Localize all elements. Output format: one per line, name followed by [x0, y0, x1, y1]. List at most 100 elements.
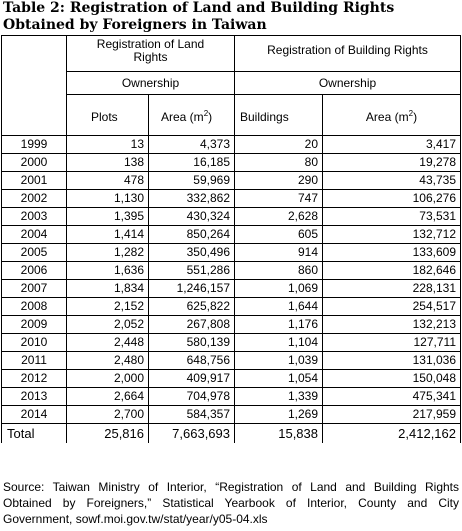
- row-building-area: 43,735: [322, 171, 461, 190]
- row-land-area: 648,756: [148, 351, 235, 370]
- row-plots: 2,700: [66, 405, 149, 424]
- row-buildings: 1,054: [234, 369, 323, 388]
- row-building-area: 228,131: [322, 279, 461, 298]
- row-buildings: 80: [234, 153, 323, 172]
- row-plots: 1,130: [66, 189, 149, 208]
- row-building-area: 254,517: [322, 297, 461, 316]
- row-land-area: 350,496: [148, 243, 235, 262]
- land-rights-header: Registration of Land Rights: [66, 35, 235, 72]
- row-year: 2006: [1, 261, 67, 280]
- group-header-row: Registration of Land Rights Registration…: [1, 35, 461, 136]
- row-year: 2004: [1, 225, 67, 244]
- row-buildings: 860: [234, 261, 323, 280]
- total-plots: 25,816: [66, 423, 149, 443]
- total-label: Total: [1, 423, 67, 443]
- row-year: 2003: [1, 207, 67, 226]
- row-year: 2007: [1, 279, 67, 298]
- building-ownership-header: Ownership: [234, 71, 461, 95]
- row-buildings: 1,269: [234, 405, 323, 424]
- row-building-area: 150,048: [322, 369, 461, 388]
- row-buildings: 605: [234, 225, 323, 244]
- row-land-area: 625,822: [148, 297, 235, 316]
- total-land-area: 7,663,693: [148, 423, 235, 443]
- row-land-area: 16,185: [148, 153, 235, 172]
- table-row: 2007 1,834 1,246,157 1,069 228,131: [1, 279, 461, 298]
- table-row: 2002 1,130 332,862 747 106,276: [1, 189, 461, 208]
- row-year: 2009: [1, 315, 67, 334]
- row-buildings: 1,176: [234, 315, 323, 334]
- building-area-header-close: ): [413, 109, 418, 124]
- row-land-area: 704,978: [148, 387, 235, 406]
- land-area-header-text: Area (m: [161, 109, 204, 124]
- row-building-area: 217,959: [322, 405, 461, 424]
- table-row: 2003 1,395 430,324 2,628 73,531: [1, 207, 461, 226]
- row-year: 2010: [1, 333, 67, 352]
- row-buildings: 1,069: [234, 279, 323, 298]
- row-building-area: 133,609: [322, 243, 461, 262]
- row-buildings: 1,104: [234, 333, 323, 352]
- row-plots: 1,395: [66, 207, 149, 226]
- row-plots: 1,282: [66, 243, 149, 262]
- row-year: 2005: [1, 243, 67, 262]
- row-building-area: 73,531: [322, 207, 461, 226]
- land-area-header: Area (m2): [148, 94, 235, 136]
- table-row: 2012 2,000 409,917 1,054 150,048: [1, 369, 461, 388]
- row-plots: 1,414: [66, 225, 149, 244]
- row-building-area: 19,278: [322, 153, 461, 172]
- row-land-area: 850,264: [148, 225, 235, 244]
- row-land-area: 4,373: [148, 135, 235, 154]
- row-building-area: 132,712: [322, 225, 461, 244]
- row-buildings: 747: [234, 189, 323, 208]
- row-land-area: 430,324: [148, 207, 235, 226]
- row-buildings: 1,039: [234, 351, 323, 370]
- row-plots: 1,834: [66, 279, 149, 298]
- table-row: 2013 2,664 704,978 1,339 475,341: [1, 387, 461, 406]
- row-plots: 2,152: [66, 297, 149, 316]
- row-buildings: 914: [234, 243, 323, 262]
- table-row: 2011 2,480 648,756 1,039 131,036: [1, 351, 461, 370]
- land-area-header-close: ): [208, 109, 213, 124]
- row-year: 2012: [1, 369, 67, 388]
- building-area-header: Area (m2): [322, 94, 461, 136]
- table-row: 2004 1,414 850,264 605 132,712: [1, 225, 461, 244]
- source-note: Source: Taiwan Ministry of Interior, “Re…: [3, 480, 459, 526]
- column-header-row: Plots Area (m2) Buildings Area (m2): [2, 94, 461, 136]
- rights-table: Registration of Land Rights Registration…: [1, 35, 461, 443]
- table-title: Table 2: Registration of Land and Buildi…: [3, 0, 395, 33]
- row-building-area: 131,036: [322, 351, 461, 370]
- table-body: 1999 13 4,373 20 3,417 2000 138 16,185 80 19,278 2…: [1, 135, 461, 424]
- row-building-area: 182,646: [322, 261, 461, 280]
- row-plots: 2,664: [66, 387, 149, 406]
- row-year: 2000: [1, 153, 67, 172]
- row-plots: 478: [66, 171, 149, 190]
- table-row: 2005 1,282 350,496 914 133,609: [1, 243, 461, 262]
- total-row: Total 25,816 7,663,693 15,838 2,412,162: [1, 423, 461, 443]
- buildings-header: Buildings: [234, 94, 323, 136]
- row-year: 2001: [1, 171, 67, 190]
- building-area-header-text: Area (m: [365, 109, 409, 124]
- row-land-area: 409,917: [148, 369, 235, 388]
- year-header: [1, 35, 67, 136]
- table-row: 2014 2,700 584,357 1,269 217,959: [1, 405, 461, 424]
- land-area-superscript: 2: [203, 108, 209, 118]
- row-plots: 138: [66, 153, 149, 172]
- total-building-area: 2,412,162: [322, 423, 461, 443]
- row-buildings: 1,644: [234, 297, 323, 316]
- row-building-area: 127,711: [322, 333, 461, 352]
- row-land-area: 332,862: [148, 189, 235, 208]
- table-row: 2006 1,636 551,286 860 182,646: [1, 261, 461, 280]
- row-building-area: 475,341: [322, 387, 461, 406]
- row-year: 2013: [1, 387, 67, 406]
- table-row: 2000 138 16,185 80 19,278: [1, 153, 461, 172]
- row-buildings: 2,628: [234, 207, 323, 226]
- table-row: 1999 13 4,373 20 3,417: [1, 135, 461, 154]
- row-land-area: 267,808: [148, 315, 235, 334]
- row-land-area: 551,286: [148, 261, 235, 280]
- row-land-area: 1,246,157: [148, 279, 235, 298]
- row-year: 2011: [1, 351, 67, 370]
- land-ownership-header: Ownership: [66, 71, 235, 95]
- table-row: 2008 2,152 625,822 1,644 254,517: [1, 297, 461, 316]
- total-buildings: 15,838: [234, 423, 323, 443]
- table-row: 2001 478 59,969 290 43,735: [1, 171, 461, 190]
- row-buildings: 290: [234, 171, 323, 190]
